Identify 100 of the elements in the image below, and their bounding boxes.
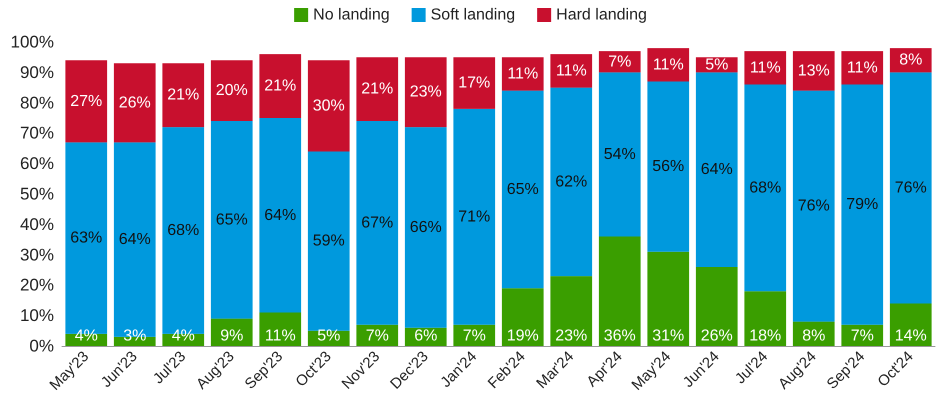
data-label: 67% bbox=[361, 214, 394, 232]
data-label: 59% bbox=[312, 232, 345, 250]
data-label: 7% bbox=[366, 328, 389, 344]
data-label: 65% bbox=[216, 211, 248, 228]
data-label: 7% bbox=[462, 328, 486, 344]
data-label: 66% bbox=[410, 218, 442, 236]
data-label: 11% bbox=[846, 59, 878, 76]
data-label: 8% bbox=[802, 328, 826, 344]
y-tick-label: 90% bbox=[20, 62, 54, 82]
bar bbox=[308, 151, 350, 331]
data-label: 62% bbox=[555, 173, 588, 190]
data-label: 19% bbox=[506, 328, 539, 344]
data-label: 68% bbox=[749, 179, 782, 196]
y-tick-label: 30% bbox=[20, 245, 54, 264]
data-label: 13% bbox=[798, 62, 830, 80]
y-tick-label: 70% bbox=[20, 124, 54, 143]
bar bbox=[259, 54, 302, 118]
bar bbox=[308, 60, 350, 152]
bar bbox=[744, 51, 786, 85]
data-label: 31% bbox=[652, 328, 684, 344]
data-label: 5% bbox=[705, 56, 728, 74]
bar bbox=[744, 291, 786, 346]
data-label: 64% bbox=[118, 231, 151, 248]
data-label: 54% bbox=[604, 146, 636, 163]
data-label: 6% bbox=[414, 328, 438, 344]
bar bbox=[550, 88, 592, 276]
data-label: 18% bbox=[749, 328, 782, 344]
data-label: 11% bbox=[556, 62, 587, 80]
bar bbox=[890, 303, 932, 346]
y-tick-label: 10% bbox=[20, 306, 54, 326]
bar bbox=[841, 84, 884, 325]
bar bbox=[696, 266, 738, 346]
legend-label: Hard landing bbox=[556, 6, 647, 24]
data-label: 21% bbox=[264, 78, 296, 95]
data-label: 14% bbox=[894, 328, 927, 344]
bar bbox=[647, 82, 690, 252]
data-label: 26% bbox=[700, 328, 733, 344]
legend-label: Soft landing bbox=[430, 6, 516, 24]
data-label: 11% bbox=[264, 328, 296, 344]
bar bbox=[259, 312, 302, 346]
data-label: 11% bbox=[750, 59, 781, 76]
bar bbox=[453, 57, 496, 109]
bar bbox=[65, 60, 108, 142]
y-tick-label: 40% bbox=[20, 214, 54, 234]
data-label: 20% bbox=[216, 82, 248, 100]
data-label: 71% bbox=[458, 208, 490, 226]
bar bbox=[696, 72, 738, 267]
data-label: 21% bbox=[361, 80, 394, 98]
data-label: 27% bbox=[70, 92, 102, 110]
bar bbox=[841, 51, 884, 85]
data-label: 65% bbox=[506, 180, 539, 198]
bar bbox=[502, 288, 544, 346]
bar bbox=[502, 90, 544, 288]
data-label: 64% bbox=[700, 161, 733, 178]
legend-label: No landing bbox=[313, 6, 390, 24]
data-label: 23% bbox=[410, 84, 442, 101]
bar bbox=[210, 121, 253, 319]
bar bbox=[453, 108, 496, 325]
y-tick-label: 80% bbox=[20, 93, 54, 112]
y-tick-label: 0% bbox=[29, 336, 54, 356]
bar bbox=[259, 118, 302, 313]
data-label: 64% bbox=[264, 206, 296, 224]
bar bbox=[598, 72, 641, 237]
data-label: 7% bbox=[850, 328, 874, 344]
bar bbox=[890, 72, 932, 304]
data-label: 7% bbox=[608, 53, 632, 70]
bar bbox=[356, 57, 398, 122]
bar bbox=[647, 48, 690, 82]
data-label: 26% bbox=[118, 94, 151, 112]
data-label: 79% bbox=[846, 196, 878, 214]
data-label: 5% bbox=[317, 328, 340, 344]
data-label: 17% bbox=[458, 74, 490, 92]
bar bbox=[598, 236, 641, 346]
data-label: 30% bbox=[312, 97, 345, 114]
bar bbox=[404, 57, 447, 128]
y-tick-label: 60% bbox=[20, 154, 54, 174]
data-label: 76% bbox=[894, 179, 927, 196]
data-label: 56% bbox=[652, 158, 684, 176]
bar bbox=[647, 252, 690, 346]
data-label: 76% bbox=[798, 198, 830, 215]
bar bbox=[114, 63, 156, 142]
data-label: 8% bbox=[899, 52, 922, 69]
bar bbox=[744, 84, 786, 292]
data-label: 21% bbox=[167, 86, 200, 104]
bar bbox=[356, 121, 398, 325]
y-tick-label: 20% bbox=[20, 276, 54, 295]
bar bbox=[550, 276, 592, 346]
data-label: 63% bbox=[70, 230, 102, 247]
data-label: 36% bbox=[604, 328, 636, 344]
bar bbox=[792, 90, 835, 322]
data-label: 68% bbox=[167, 222, 200, 239]
bar bbox=[550, 54, 592, 88]
y-tick-label: 100% bbox=[10, 32, 54, 52]
bar bbox=[404, 127, 447, 328]
data-label: 11% bbox=[507, 65, 538, 82]
bar bbox=[502, 57, 544, 91]
bar bbox=[162, 63, 204, 128]
bar bbox=[792, 51, 835, 91]
data-label: 23% bbox=[555, 328, 588, 344]
bar bbox=[210, 60, 253, 122]
